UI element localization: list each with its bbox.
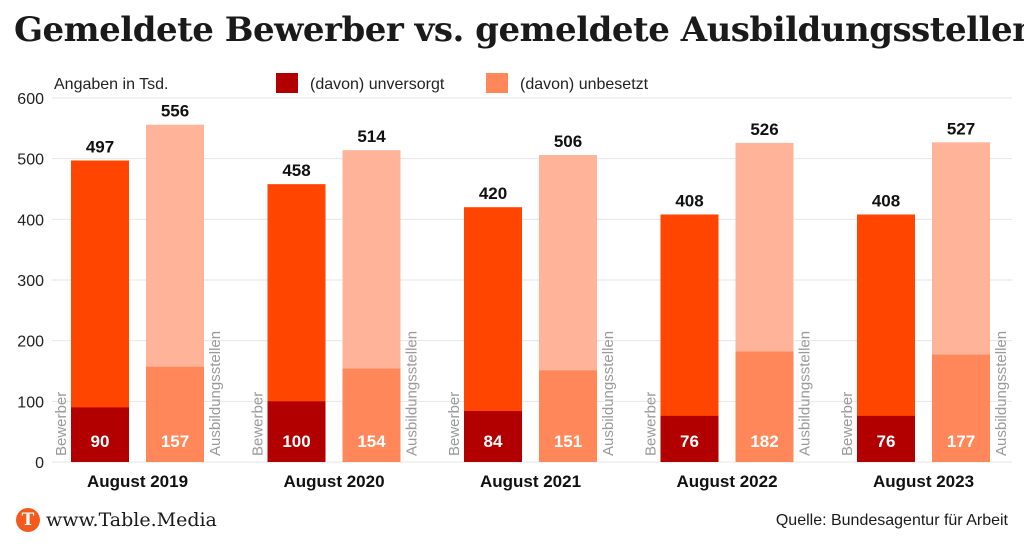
legend-label: (davon) unbesetzt (520, 76, 649, 93)
unbesetzt-value-label: 151 (554, 432, 582, 451)
bewerber-value-label: 420 (479, 184, 507, 203)
y-tick-label: 100 (17, 394, 44, 411)
unversorgt-value-label: 100 (282, 432, 310, 451)
unbesetzt-value-label: 157 (161, 432, 189, 451)
x-category-label: August 2023 (873, 472, 974, 491)
unversorgt-bar (857, 415, 915, 462)
y-tick-label: 400 (17, 212, 44, 229)
unbesetzt-bar (146, 366, 204, 462)
unversorgt-bar (660, 415, 719, 462)
unbesetzt-bar (342, 368, 401, 462)
legend-swatch (486, 73, 508, 93)
stellen-side-label: Ausbildungsstellen (207, 331, 224, 456)
unversorgt-value-label: 76 (877, 432, 896, 451)
x-category-label: August 2020 (283, 472, 384, 491)
x-category-label: August 2022 (676, 472, 777, 491)
unversorgt-value-label: 90 (91, 432, 110, 451)
unbesetzt-bar (735, 351, 794, 462)
bewerber-side-label: Bewerber (53, 392, 70, 456)
table-media-logo-icon: T (16, 508, 40, 532)
unversorgt-value-label: 76 (680, 432, 699, 451)
bewerber-side-label: Bewerber (446, 392, 463, 456)
bewerber-side-label: Bewerber (643, 392, 660, 456)
unit-label: Angaben in Tsd. (54, 76, 168, 93)
footer-website[interactable]: www.Table.Media (46, 509, 217, 531)
unbesetzt-bar (932, 354, 990, 462)
x-category-label: August 2021 (480, 472, 581, 491)
bewerber-side-label: Bewerber (839, 392, 856, 456)
unversorgt-bar (464, 411, 522, 462)
stellen-value-label: 556 (161, 102, 189, 121)
unbesetzt-value-label: 182 (750, 432, 778, 451)
legend-swatch (276, 73, 298, 93)
x-category-label: August 2019 (87, 472, 188, 491)
unbesetzt-value-label: 154 (357, 432, 386, 451)
y-tick-label: 0 (35, 455, 44, 472)
unbesetzt-value-label: 177 (947, 432, 975, 451)
stellen-value-label: 527 (947, 119, 975, 138)
stellen-side-label: Ausbildungsstellen (404, 331, 421, 456)
unversorgt-bar (71, 407, 129, 462)
stellen-value-label: 514 (357, 127, 386, 146)
y-tick-label: 600 (17, 91, 44, 108)
unversorgt-value-label: 84 (484, 432, 503, 451)
bewerber-value-label: 408 (675, 191, 703, 210)
stellen-side-label: Ausbildungsstellen (797, 331, 814, 456)
y-tick-label: 300 (17, 273, 44, 290)
stellen-value-label: 506 (554, 132, 582, 151)
legend-label: (davon) unversorgt (310, 76, 445, 93)
stellen-value-label: 526 (750, 120, 778, 139)
y-tick-label: 200 (17, 334, 44, 351)
stellen-side-label: Ausbildungsstellen (993, 331, 1010, 456)
unbesetzt-bar (539, 370, 597, 462)
bewerber-value-label: 458 (282, 161, 310, 180)
bewerber-value-label: 408 (872, 191, 900, 210)
stellen-side-label: Ausbildungsstellen (600, 331, 617, 456)
bewerber-side-label: Bewerber (250, 392, 267, 456)
bewerber-value-label: 497 (86, 137, 114, 156)
chart-title: Gemeldete Bewerber vs. gemeldete Ausbild… (14, 10, 1024, 50)
footer-source: Quelle: Bundesagentur für Arbeit (775, 512, 1008, 529)
y-tick-label: 500 (17, 152, 44, 169)
unversorgt-bar (267, 401, 326, 462)
